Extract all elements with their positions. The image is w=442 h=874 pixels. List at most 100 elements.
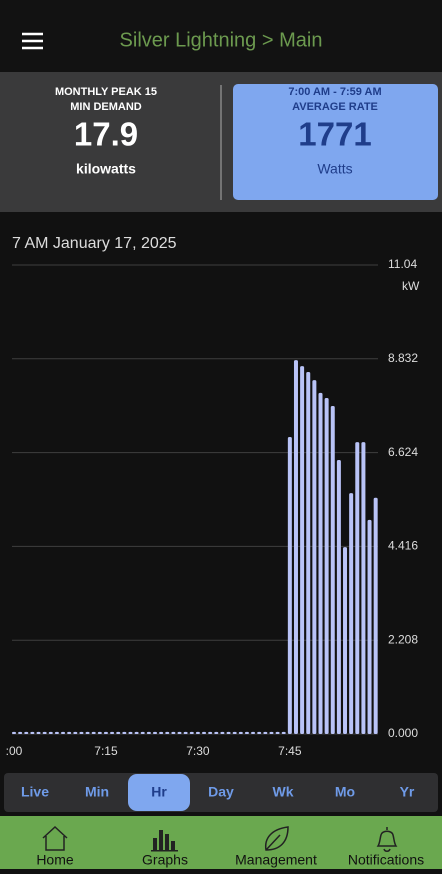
bar [159,731,164,734]
x-tick-label: 7:45 [278,744,302,758]
bar [232,731,237,734]
x-tick-label: 7:15 [94,744,118,758]
bar [343,547,348,734]
leaf-icon [264,826,289,851]
bar [189,731,194,734]
bar [306,372,311,734]
bar [293,360,298,734]
bar [287,437,292,734]
bar [312,380,317,734]
bar [152,731,157,734]
stat-value: 1771 [298,116,371,153]
stat-unit: kilowatts [76,161,136,177]
bar [122,731,127,734]
nav-label[interactable]: Management [235,852,317,868]
menu-button[interactable] [22,32,43,50]
stat-unit: Watts [317,161,352,177]
bar [318,392,323,734]
y-tick-label: 11.04 [388,257,417,271]
bar [165,731,170,734]
bar [116,731,121,734]
bar [330,406,335,734]
stat-value: 17.9 [74,116,138,153]
bar [275,731,280,734]
bar [54,731,59,734]
y-tick-label: 0.000 [388,726,418,740]
bar [146,731,151,734]
bar [85,731,90,734]
page-title: Silver Lightning > Main [120,29,323,51]
bar [36,731,41,734]
bar [140,731,145,734]
range-tab[interactable]: Wk [273,784,294,800]
bar [226,731,231,734]
range-tab[interactable]: Day [208,784,234,800]
bar [134,731,139,734]
nav-icons [42,825,398,852]
bar [97,731,102,734]
bar [171,731,176,734]
bar [281,731,286,734]
x-tick-label: 7:30 [186,744,210,758]
average-card [233,84,438,200]
bar [336,459,341,734]
bar [12,731,16,734]
bar [48,731,53,734]
nav-label[interactable]: Graphs [142,852,188,868]
nav-label[interactable]: Notifications [348,852,424,868]
bar [91,731,96,734]
bar [238,731,243,734]
chart-title: 7 AM January 17, 2025 [12,235,177,252]
bar [269,731,274,734]
bar [195,731,200,734]
bar [79,731,84,734]
bar [103,731,108,734]
bar [263,731,268,734]
stat-label: MONTHLY PEAK 15 [55,86,157,98]
bar [367,519,372,734]
bar [300,366,305,734]
bar [251,731,256,734]
home-icon [42,825,68,851]
bar [183,731,188,734]
bar [67,731,72,734]
bottom-nav [0,816,442,869]
range-tab[interactable]: Yr [400,784,415,800]
range-tab[interactable]: Min [85,784,109,800]
nav-label[interactable]: Home [36,852,74,868]
top-bar [0,0,442,72]
bar [208,731,213,734]
y-tick-label: 8.832 [388,351,418,365]
bar [61,731,66,734]
selected-tab [128,774,190,811]
graphs-icon [151,830,178,852]
bar [42,731,47,734]
bar [324,397,329,734]
bar [24,731,29,734]
bar [18,731,23,734]
bar [355,442,360,734]
bar [73,731,78,734]
bar [30,731,35,734]
y-tick-label: 4.416 [388,539,418,553]
bar [349,493,354,734]
y-tick-label: 2.208 [388,632,418,646]
range-tab[interactable]: Hr [151,784,167,800]
bar [177,731,182,734]
bar [128,731,133,734]
x-tick-label: :00 [6,744,23,758]
bar [110,731,115,734]
range-tab[interactable]: Live [21,784,49,800]
y-tick-label: 6.624 [388,445,418,459]
bell-icon [376,827,398,852]
bar [220,731,225,734]
range-tab[interactable]: Mo [335,784,355,800]
y-axis-label: kW [402,279,420,293]
range-tabs [4,773,438,812]
bar [202,731,207,734]
bar [361,442,366,734]
bar [257,731,262,734]
stat-label: MIN DEMAND [70,101,142,113]
stat-label: 7:00 AM - 7:59 AM [288,86,381,98]
